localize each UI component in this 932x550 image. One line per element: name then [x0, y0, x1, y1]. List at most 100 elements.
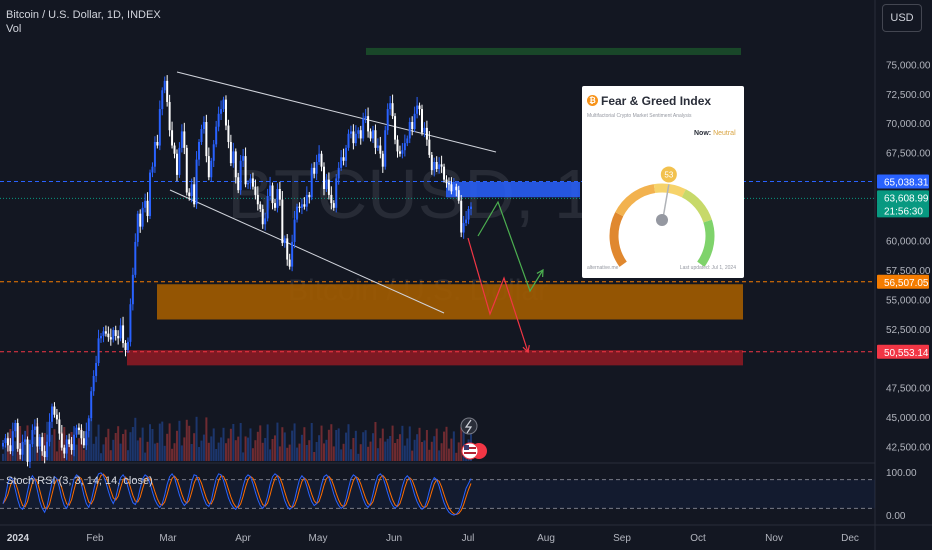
- stoch-tick: 0.00: [886, 511, 906, 522]
- volume-bar: [2, 453, 4, 461]
- volume-bar: [92, 443, 95, 461]
- volume-bar: [161, 421, 164, 461]
- volume-bar: [425, 430, 428, 461]
- candle-body: [362, 118, 365, 139]
- flag-stripe: [464, 447, 476, 449]
- candle-body: [416, 105, 419, 114]
- candle-body: [77, 427, 80, 431]
- candle-body: [303, 204, 306, 207]
- candle-body: [322, 166, 325, 190]
- volume-bar: [220, 437, 223, 461]
- volume-bar: [322, 443, 325, 461]
- candle-body: [90, 391, 93, 419]
- candle-body: [288, 259, 291, 267]
- candle-body: [401, 150, 404, 154]
- candle-body: [396, 139, 399, 152]
- volume-bar: [342, 443, 345, 461]
- price-label-bg: [877, 190, 929, 205]
- stoch-tick: 100.00: [886, 468, 917, 479]
- volume-bar: [376, 448, 379, 461]
- volume-bar: [320, 425, 323, 461]
- volume-bar: [185, 419, 188, 461]
- candle-body: [146, 200, 149, 217]
- candle-body: [256, 194, 259, 205]
- volume-bar: [207, 442, 210, 461]
- volume-bar: [136, 440, 139, 461]
- lightning-icon-circle: [460, 417, 478, 435]
- candle-body: [450, 184, 453, 192]
- volume-bar: [352, 438, 355, 461]
- candle-body: [48, 421, 51, 442]
- lightning-icon[interactable]: [460, 417, 478, 435]
- price-label: 21:56:30: [884, 206, 923, 217]
- volume-bar: [278, 446, 281, 461]
- currency-button[interactable]: USD: [882, 4, 922, 32]
- volume-bar: [369, 441, 372, 461]
- candle-body: [308, 194, 311, 198]
- price-tick: 75,000.00: [886, 60, 931, 71]
- price-label: 63,608.99: [884, 193, 929, 204]
- volume-bar: [124, 429, 127, 461]
- candle-body: [440, 164, 443, 167]
- volume-bar: [210, 436, 213, 461]
- us-flag-icon[interactable]: [461, 442, 487, 460]
- candle-body: [149, 172, 152, 217]
- volume-bar: [345, 432, 348, 461]
- candle-body: [109, 337, 112, 340]
- volume-bar: [229, 428, 232, 461]
- candle-body: [340, 157, 343, 168]
- candle-body: [65, 439, 68, 454]
- volume-bar: [175, 430, 178, 461]
- volume-bar: [325, 439, 328, 461]
- candle-body: [423, 127, 426, 133]
- candle-body: [70, 444, 73, 451]
- stoch-rsi-label[interactable]: Stoch RSI (3, 3, 14, 14, close): [6, 475, 153, 487]
- volume-bar: [82, 449, 85, 461]
- volume-bar: [371, 433, 374, 461]
- zone-blue: [446, 181, 580, 198]
- candle-body: [352, 131, 355, 144]
- gauge-segment: [697, 219, 715, 267]
- candle-body: [112, 330, 115, 340]
- volume-bar: [430, 441, 433, 461]
- volume-bar: [418, 427, 421, 461]
- volume-bar: [313, 452, 316, 461]
- price-tick: 45,000.00: [886, 413, 931, 424]
- candle-body: [386, 109, 389, 131]
- volume-bar: [438, 450, 441, 461]
- volume-label[interactable]: Vol: [6, 23, 22, 35]
- price-label-bg: [877, 274, 929, 289]
- volume-bar: [254, 440, 257, 461]
- candle-body: [224, 99, 227, 126]
- candle-body: [381, 153, 384, 167]
- candles: [2, 75, 472, 469]
- volume-bar: [198, 447, 201, 461]
- volume-bar: [286, 447, 289, 461]
- candle-body: [198, 141, 201, 160]
- symbol-title[interactable]: Bitcoin / U.S. Dollar, 1D, INDEX: [6, 9, 161, 21]
- volume-bar: [391, 425, 394, 461]
- price-tick: 42,500.00: [886, 442, 931, 453]
- candle-body: [291, 241, 294, 267]
- candle-body: [151, 166, 154, 173]
- volume-bar: [266, 424, 269, 461]
- volume-bar: [173, 443, 176, 461]
- volume-bar: [122, 434, 125, 461]
- volume-bar: [109, 450, 112, 461]
- volume-bar: [144, 452, 147, 461]
- candle-body: [239, 160, 242, 191]
- volume-bar: [190, 444, 193, 461]
- candle-body: [394, 116, 397, 140]
- candle-body: [188, 192, 191, 197]
- volume-bar: [139, 437, 142, 461]
- volume-bar: [215, 449, 218, 461]
- candle-body: [156, 141, 159, 146]
- candle-body: [271, 185, 274, 204]
- volume-bar: [112, 439, 115, 461]
- time-tick: Nov: [765, 533, 783, 544]
- candle-body: [337, 167, 340, 179]
- candle-body: [100, 335, 103, 339]
- candle-body: [107, 333, 110, 338]
